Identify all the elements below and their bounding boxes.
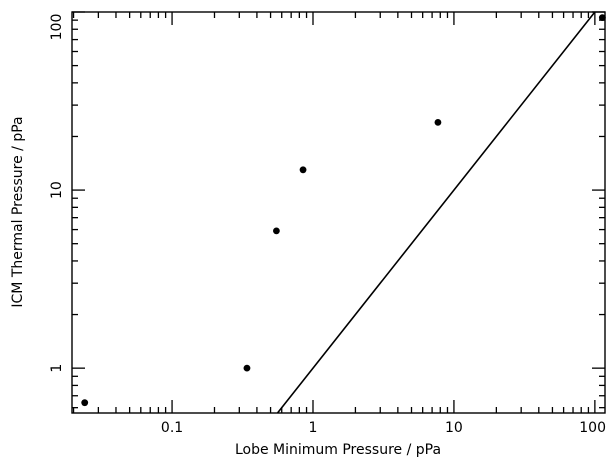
x-tick-label: 10: [445, 420, 463, 436]
y-tick-label: 1: [49, 364, 65, 373]
y-tick-label: 10: [49, 181, 65, 199]
y-tick-label: 100: [49, 14, 65, 41]
x-tick-label: 0.1: [161, 420, 183, 436]
data-point: [299, 166, 307, 174]
x-axis-title: Lobe Minimum Pressure / pPa: [235, 442, 441, 458]
data-series: [81, 11, 606, 414]
x-tick-label: 1: [309, 420, 318, 436]
data-point: [243, 364, 251, 372]
data-point: [598, 14, 606, 22]
x-tick-labels: 0.1 1 10 100: [161, 420, 606, 436]
equality-line: [276, 11, 596, 414]
y-axis-title: ICM Thermal Pressure / pPa: [10, 116, 26, 307]
data-point: [273, 227, 280, 235]
data-point: [81, 399, 89, 407]
plot-frame: [71, 11, 606, 414]
tick-marks: [72, 11, 605, 413]
data-point: [434, 118, 442, 126]
y-tick-labels: 1 10 100: [49, 14, 65, 373]
x-tick-label: 100: [579, 420, 606, 436]
